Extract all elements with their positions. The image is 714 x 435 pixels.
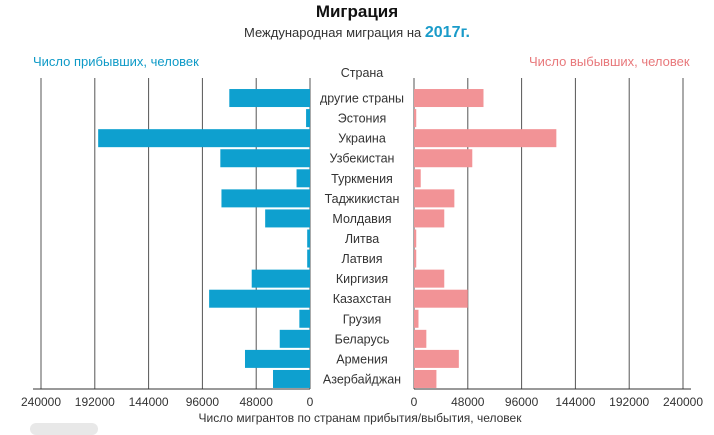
bar-arrivals xyxy=(279,329,310,348)
category-label: Азербайджан xyxy=(323,372,401,386)
category-label: Литва xyxy=(345,232,379,246)
legend-arrivals: Число прибывших, человек xyxy=(33,54,199,69)
tick-label-left: 192000 xyxy=(75,395,115,409)
category-label: Армения xyxy=(336,352,388,366)
bar-departures xyxy=(414,109,417,128)
bar-arrivals xyxy=(306,109,310,128)
subtitle-prefix: Международная миграция на xyxy=(244,25,422,40)
category-label: Украина xyxy=(338,132,386,146)
bar-departures xyxy=(414,289,468,308)
bar-arrivals xyxy=(273,369,310,388)
tick-label-right: 240000 xyxy=(663,395,703,409)
category-label: Эстония xyxy=(338,112,386,126)
tick-label-right: 96000 xyxy=(505,395,539,409)
category-label: Таджикистан xyxy=(325,192,400,206)
bar-departures xyxy=(414,229,417,248)
horizontal-scrollbar[interactable] xyxy=(30,423,98,435)
bar-arrivals xyxy=(307,249,310,268)
bar-arrivals xyxy=(229,89,310,108)
tick-label-right: 0 xyxy=(411,395,418,409)
category-label: Казахстан xyxy=(333,292,392,306)
category-label: Латвия xyxy=(342,252,383,266)
chart-title: Миграция xyxy=(315,2,399,21)
bar-arrivals xyxy=(265,209,310,228)
subtitle-year: 2017г. xyxy=(424,24,470,41)
category-label: Грузия xyxy=(343,312,382,326)
x-axis-label: Число мигрантов по странам прибытия/выбы… xyxy=(199,411,523,425)
chart-subtitle: Международная миграция на 2017г. xyxy=(0,24,714,42)
bar-arrivals xyxy=(221,189,310,208)
bar-arrivals xyxy=(307,229,310,248)
tick-label-right: 192000 xyxy=(609,395,649,409)
bar-departures xyxy=(414,169,421,188)
category-label: Молдавия xyxy=(332,212,391,226)
tick-label-left: 144000 xyxy=(129,395,169,409)
category-axis-label: Страна xyxy=(341,66,384,80)
tick-label-right: 144000 xyxy=(555,395,595,409)
bar-departures xyxy=(414,249,417,268)
bar-departures xyxy=(414,149,473,168)
bar-departures xyxy=(414,269,445,288)
bar-arrivals xyxy=(251,269,310,288)
category-label: Узбекистан xyxy=(330,152,395,166)
legend-departures: Число выбывших, человек xyxy=(529,54,690,69)
category-label: другие страны xyxy=(320,92,404,106)
bar-departures xyxy=(414,329,427,348)
bar-departures xyxy=(414,189,455,208)
tick-label-left: 96000 xyxy=(186,395,220,409)
category-label: Киргизия xyxy=(336,272,388,286)
bar-arrivals xyxy=(299,309,310,328)
tick-label-right: 48000 xyxy=(451,395,485,409)
tick-label-left: 48000 xyxy=(240,395,274,409)
bar-departures xyxy=(414,349,459,368)
bar-departures xyxy=(414,369,437,388)
bar-departures xyxy=(414,309,419,328)
category-label: Туркмения xyxy=(331,172,393,186)
tick-label-left: 240000 xyxy=(21,395,61,409)
bar-departures xyxy=(414,89,484,108)
bar-arrivals xyxy=(296,169,310,188)
bar-arrivals xyxy=(98,129,310,148)
bar-departures xyxy=(414,129,557,148)
bar-arrivals xyxy=(244,349,310,368)
bar-arrivals xyxy=(220,149,310,168)
category-label: Беларусь xyxy=(335,332,390,346)
tick-label-left: 0 xyxy=(307,395,314,409)
bar-departures xyxy=(414,209,445,228)
bar-arrivals xyxy=(209,289,310,308)
